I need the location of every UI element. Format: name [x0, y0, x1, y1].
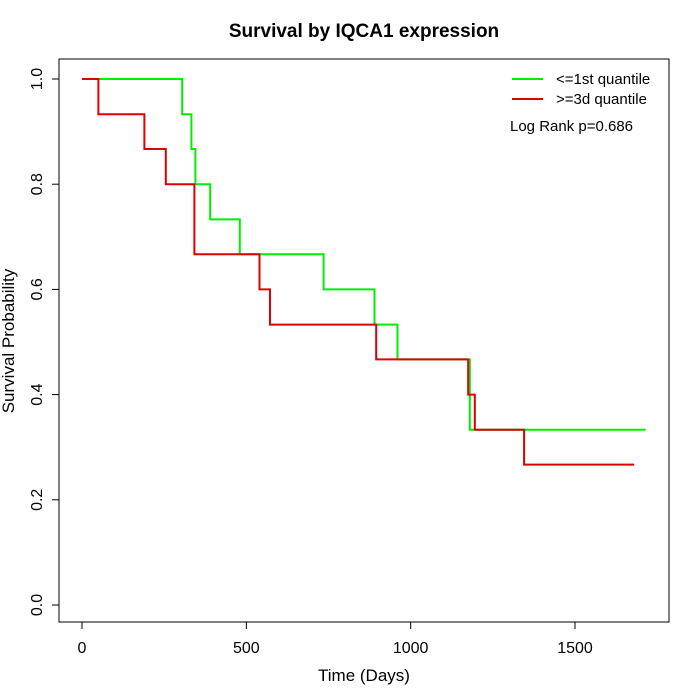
y-tick-label: 0.8	[29, 173, 46, 195]
legend: <=1st quantile >=3d quantile	[512, 71, 650, 108]
x-tick-label: 0	[78, 640, 87, 657]
survival-curve-2	[82, 78, 635, 466]
plot-frame	[58, 58, 670, 623]
x-axis: 0 500 1000 1500	[78, 621, 593, 657]
survival-curve-1	[82, 78, 646, 431]
x-axis-label: Time (Days)	[318, 666, 410, 685]
x-tick-label: 1000	[393, 640, 429, 657]
x-tick-label: 1500	[557, 640, 593, 657]
chart-title: Survival by IQCA1 expression	[229, 21, 499, 42]
series-layer	[82, 78, 646, 466]
y-tick-label: 0.2	[29, 489, 46, 511]
y-axis-label: Survival Probability	[0, 268, 18, 413]
y-axis: 0.0 0.2 0.4 0.6 0.8 1.0	[29, 68, 60, 616]
legend-label-1: <=1st quantile	[556, 71, 650, 88]
y-tick-label: 0.6	[29, 278, 46, 300]
y-tick-label: 1.0	[29, 68, 46, 90]
legend-label-2: >=3d quantile	[556, 91, 647, 108]
y-tick-label: 0.4	[29, 383, 46, 405]
x-tick-label: 500	[233, 640, 260, 657]
log-rank-annotation: Log Rank p=0.686	[510, 118, 633, 135]
y-tick-label: 0.0	[29, 594, 46, 616]
